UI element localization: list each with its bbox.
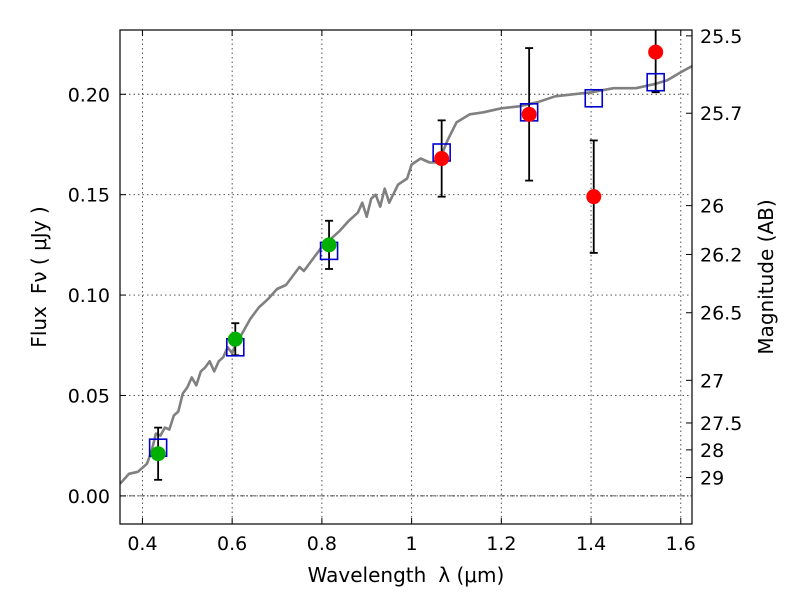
grid-layer: [120, 30, 692, 524]
y2-tick-label: 26.2: [700, 244, 742, 266]
x-tick-label: 1.4: [576, 533, 606, 555]
y-axis-label-symbol: Fν ( μJy ): [27, 206, 51, 294]
model-spectrum-line: [120, 64, 692, 485]
x-tick-label: 0.4: [127, 533, 157, 555]
tick-label-layer: 0.4 0.6 0.8 1 1.2 1.4 1.6 0.00 0.05 0.10 0.15 0.20 2…: [68, 26, 743, 555]
x-tick-label: 1.6: [666, 533, 696, 555]
tick-layer: [120, 30, 692, 524]
y2-tick-label: 26: [700, 196, 724, 218]
y2-tick-label: 27: [700, 370, 724, 392]
optical-point: [150, 446, 166, 462]
x-tick-label: 1: [406, 533, 418, 555]
y-axis-label: Flux Fν ( μJy ): [27, 206, 51, 347]
x-axis-label-symbol: λ (μm): [438, 563, 504, 587]
optical-point: [321, 237, 337, 253]
x-tick-label: 0.6: [217, 533, 247, 555]
y2-tick-label: 25.5: [700, 26, 742, 48]
template-point: [646, 72, 665, 92]
plot-frame: [119, 29, 693, 525]
y2-tick-label: 28: [700, 440, 724, 462]
y-tick-label: 0.10: [68, 285, 110, 307]
x-tick-label: 0.8: [307, 533, 337, 555]
plot-area: [120, 30, 692, 497]
y2-tick-label: 27.5: [700, 413, 742, 435]
nir-point: [434, 151, 450, 167]
y-tick-label: 0.15: [68, 185, 110, 207]
nir-point: [648, 44, 664, 60]
y-tick-label: 0.20: [68, 84, 110, 106]
y-tick-label: 0.05: [68, 385, 110, 407]
y2-tick-label: 29: [700, 468, 724, 490]
x-axis-label-text: Wavelength: [308, 563, 427, 587]
y2-tick-label: 26.5: [700, 303, 742, 325]
x-axis-label: Wavelength λ (μm): [308, 563, 505, 587]
y-axis-label-text: Flux: [27, 306, 51, 348]
optical-point: [227, 331, 243, 347]
y-tick-label: 0.00: [68, 486, 110, 508]
x-tick-label: 1.2: [486, 533, 516, 555]
nir-point: [521, 106, 537, 122]
y2-tick-label: 25.7: [700, 103, 742, 125]
nir-point: [586, 189, 602, 205]
y2-axis-label: Magnitude (AB): [754, 199, 778, 354]
template-point: [584, 88, 604, 108]
